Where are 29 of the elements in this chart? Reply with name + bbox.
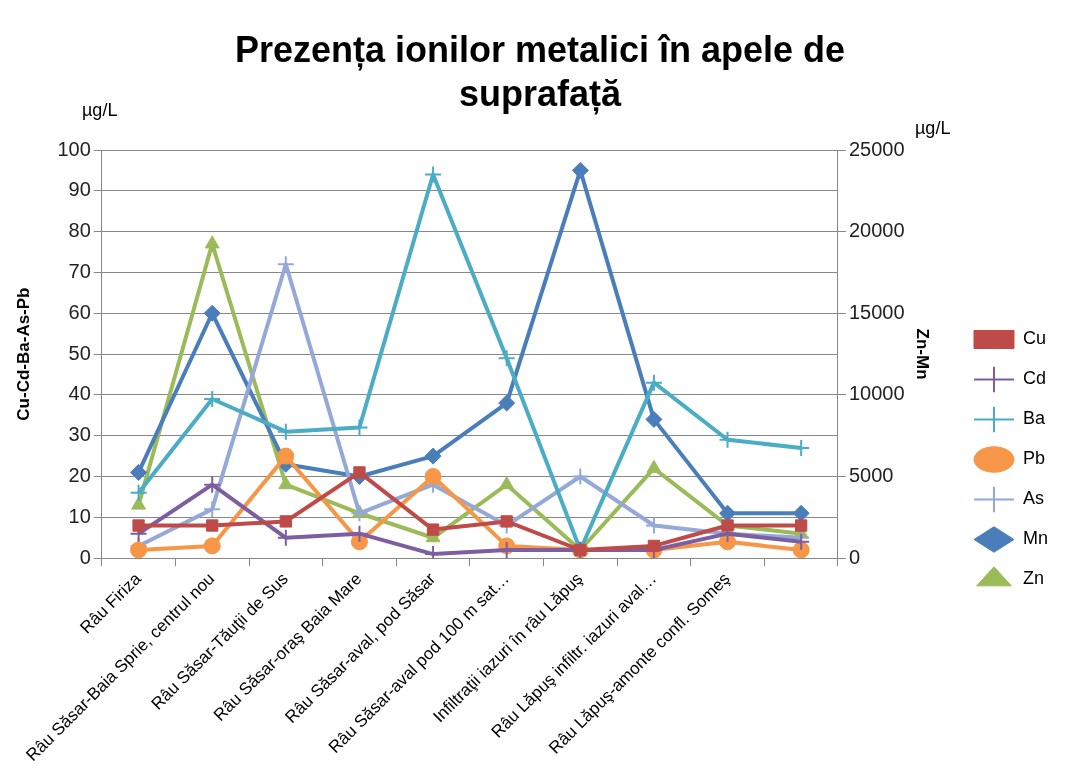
y2-axis-title: Zn-Mn	[913, 328, 933, 380]
y-tick-label: 0	[79, 545, 91, 568]
y2-tick-label: 25000	[848, 137, 905, 160]
y-tick-label: 20	[68, 464, 91, 487]
y-tick-label: 10	[68, 504, 91, 527]
y-tick-label: 40	[68, 382, 91, 405]
legend-label: As	[1023, 488, 1045, 509]
y-tick-label: 90	[68, 178, 91, 201]
legend-label: Ba	[1023, 408, 1046, 429]
chart-title: Prezența ionilor metalici în apele de suprafață	[233, 28, 847, 116]
y-axis-title: Cu-Cd-Ba-As-Pb	[13, 287, 33, 421]
legend-label: Mn	[1023, 528, 1049, 549]
text: µg/L	[82, 100, 118, 121]
y2-tick-label: 5000	[848, 464, 894, 487]
legend-label: Zn	[1023, 568, 1045, 589]
legend-label: Cd	[1023, 368, 1047, 389]
y2-tick-label: 20000	[848, 219, 905, 242]
y-tick-label: 70	[68, 259, 91, 282]
y-tick-label: 80	[68, 219, 91, 242]
y2-tick-label: 10000	[848, 382, 905, 405]
y2-tick-label: 15000	[848, 300, 905, 323]
y-tick-label: 30	[68, 423, 91, 446]
y2-tick-label: 0	[848, 545, 861, 568]
legend-label: Pb	[1023, 448, 1046, 469]
y-tick-label: 100	[57, 137, 91, 160]
y-tick-label: 60	[68, 300, 91, 323]
y-tick-label: 50	[68, 341, 91, 364]
text: µg/L	[915, 118, 951, 139]
legend-label: Cu	[1023, 328, 1047, 349]
